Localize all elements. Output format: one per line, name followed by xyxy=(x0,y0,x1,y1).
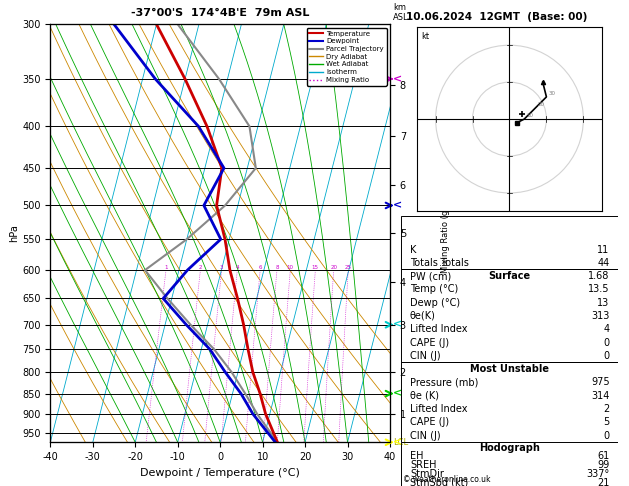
Text: PW (cm): PW (cm) xyxy=(410,271,451,281)
Y-axis label: Mixing Ratio (g/kg): Mixing Ratio (g/kg) xyxy=(441,193,450,273)
Text: Pressure (mb): Pressure (mb) xyxy=(410,378,479,387)
Text: <: < xyxy=(393,389,403,399)
Text: CIN (J): CIN (J) xyxy=(410,351,440,361)
Text: 61: 61 xyxy=(598,451,610,461)
Text: StmSpd (kt): StmSpd (kt) xyxy=(410,478,468,486)
Text: 314: 314 xyxy=(591,391,610,401)
Text: <: < xyxy=(393,74,403,84)
Text: 21: 21 xyxy=(598,478,610,486)
Text: 30: 30 xyxy=(548,91,555,96)
Text: 5: 5 xyxy=(603,417,610,427)
Text: 11: 11 xyxy=(598,244,610,255)
Text: Hodograph: Hodograph xyxy=(479,443,540,452)
Text: 13.5: 13.5 xyxy=(588,284,610,295)
Text: 13: 13 xyxy=(598,298,610,308)
Text: 8: 8 xyxy=(275,265,279,270)
Text: CAPE (J): CAPE (J) xyxy=(410,338,449,347)
Text: 20: 20 xyxy=(330,265,337,270)
Text: 313: 313 xyxy=(591,311,610,321)
Text: 2: 2 xyxy=(199,265,202,270)
Legend: Temperature, Dewpoint, Parcel Trajectory, Dry Adiabat, Wet Adiabat, Isotherm, Mi: Temperature, Dewpoint, Parcel Trajectory… xyxy=(307,28,386,86)
Text: Lifted Index: Lifted Index xyxy=(410,404,467,414)
Text: km
ASL: km ASL xyxy=(393,3,409,22)
Text: <: < xyxy=(393,200,403,210)
Text: 25: 25 xyxy=(345,265,352,270)
X-axis label: Dewpoint / Temperature (°C): Dewpoint / Temperature (°C) xyxy=(140,468,300,478)
Text: Surface: Surface xyxy=(489,271,531,281)
Text: © weatheronline.co.uk: © weatheronline.co.uk xyxy=(403,474,490,484)
Text: CIN (J): CIN (J) xyxy=(410,431,440,441)
Text: θe (K): θe (K) xyxy=(410,391,439,401)
Text: SREH: SREH xyxy=(410,460,437,470)
Text: 6: 6 xyxy=(259,265,262,270)
Text: 1.68: 1.68 xyxy=(588,271,610,281)
Text: Lifted Index: Lifted Index xyxy=(410,324,467,334)
Text: 0: 0 xyxy=(603,338,610,347)
Text: 10: 10 xyxy=(526,113,533,118)
Text: 15: 15 xyxy=(312,265,319,270)
Text: 337°: 337° xyxy=(586,469,610,479)
Text: Totals Totals: Totals Totals xyxy=(410,258,469,268)
Text: <: < xyxy=(393,437,403,447)
Text: 0: 0 xyxy=(603,351,610,361)
Text: 10: 10 xyxy=(287,265,294,270)
Text: Temp (°C): Temp (°C) xyxy=(410,284,459,295)
Text: 4: 4 xyxy=(235,265,239,270)
Text: Dewp (°C): Dewp (°C) xyxy=(410,298,460,308)
Text: StmDir: StmDir xyxy=(410,469,444,479)
Text: kt: kt xyxy=(421,32,429,41)
Text: 20: 20 xyxy=(537,102,544,107)
Text: <: < xyxy=(393,320,403,330)
Text: 99: 99 xyxy=(598,460,610,470)
Text: CAPE (J): CAPE (J) xyxy=(410,417,449,427)
Text: Most Unstable: Most Unstable xyxy=(470,364,549,374)
Text: 1: 1 xyxy=(164,265,168,270)
Text: 3: 3 xyxy=(220,265,223,270)
Text: 4: 4 xyxy=(603,324,610,334)
Text: 975: 975 xyxy=(591,378,610,387)
Text: 2: 2 xyxy=(603,404,610,414)
Text: -37°00'S  174°4B'E  79m ASL: -37°00'S 174°4B'E 79m ASL xyxy=(131,8,309,18)
Y-axis label: hPa: hPa xyxy=(9,225,19,242)
Text: 0: 0 xyxy=(603,431,610,441)
Text: EH: EH xyxy=(410,451,423,461)
Text: θe(K): θe(K) xyxy=(410,311,436,321)
Text: 10.06.2024  12GMT  (Base: 00): 10.06.2024 12GMT (Base: 00) xyxy=(406,12,587,22)
Text: K: K xyxy=(410,244,416,255)
Text: LCL: LCL xyxy=(393,438,408,447)
Text: 44: 44 xyxy=(598,258,610,268)
